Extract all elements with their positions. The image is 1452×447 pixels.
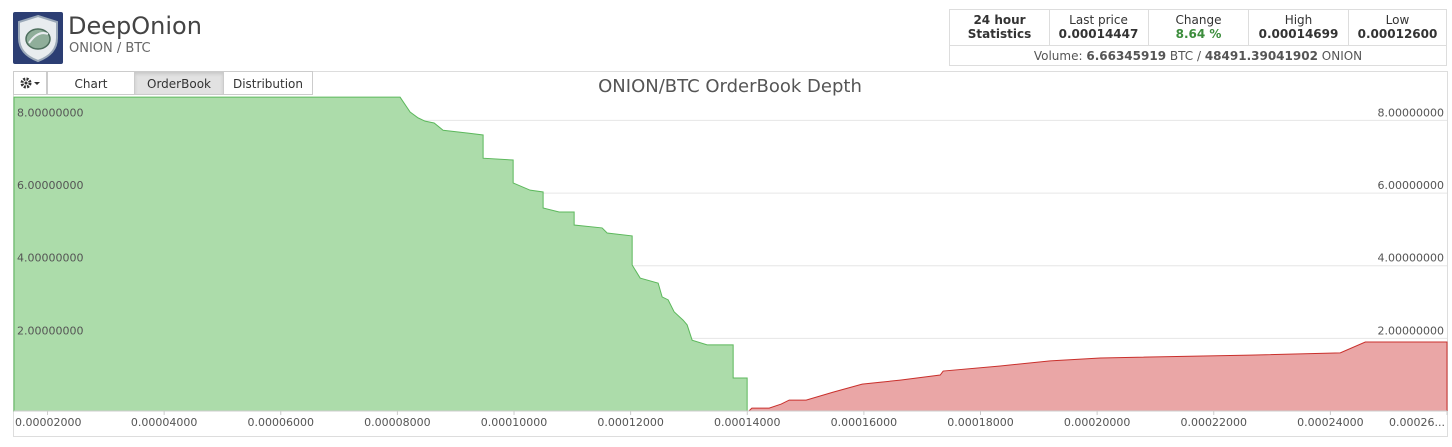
gear-icon — [20, 77, 40, 89]
x-tick-label: 0.00026... — [1389, 416, 1445, 429]
volume-unit: ONION — [1321, 49, 1363, 63]
app-title: DeepOnion — [68, 12, 202, 40]
stat: Low 0.00012600 — [1349, 10, 1446, 45]
depth-area — [13, 96, 748, 412]
stat: Change 8.64 % — [1149, 10, 1249, 45]
tab[interactable]: Chart — [47, 71, 135, 95]
volume-onion: 48491.39041902 — [1204, 49, 1318, 63]
y2-tick-label: 8.00000000 — [1378, 106, 1444, 119]
x-tick-label: 0.00014000 — [714, 416, 780, 429]
tab[interactable]: OrderBook — [134, 71, 224, 95]
stat-value: 0.00014447 — [1058, 27, 1139, 41]
x-tick-label: 0.00016000 — [831, 416, 897, 429]
stat-value: 8.64 % — [1175, 27, 1222, 41]
stat-label: Low — [1385, 13, 1410, 27]
x-tick-label: 0.00004000 — [131, 416, 197, 429]
y-tick-label: 8.00000000 — [17, 106, 83, 119]
stat-label: High — [1284, 13, 1313, 27]
volume-btc: 6.66345919 — [1086, 49, 1167, 63]
y-tick-label: 6.00000000 — [17, 179, 83, 192]
y2-tick-label: 4.00000000 — [1378, 252, 1444, 265]
stat-value: 0.00012600 — [1357, 27, 1438, 41]
heading-line: Statistics — [967, 27, 1032, 41]
stat-label: Change — [1175, 13, 1222, 27]
stat: High 0.00014699 — [1249, 10, 1349, 45]
stats-box: 24 hour Statistics Last price 0.00014447… — [949, 9, 1447, 66]
depth-area — [747, 341, 1448, 412]
stats-heading: 24 hour Statistics — [950, 10, 1050, 45]
x-tick-label: 0.00006000 — [248, 416, 314, 429]
x-tick-label: 0.00022000 — [1181, 416, 1247, 429]
volume-unit: BTC / — [1169, 49, 1201, 63]
volume-label: Volume: — [1033, 49, 1083, 63]
logo — [13, 12, 63, 64]
y-tick-label: 4.00000000 — [17, 252, 83, 265]
y-tick-label: 2.00000000 — [17, 324, 83, 337]
x-tick-label: 0.00002000 — [15, 416, 81, 429]
volume-row: Volume: 6.66345919 BTC / 48491.39041902 … — [950, 45, 1446, 66]
y2-tick-label: 2.00000000 — [1378, 324, 1444, 337]
x-tick-label: 0.00020000 — [1064, 416, 1130, 429]
settings-button[interactable] — [13, 71, 47, 95]
stat: Last price 0.00014447 — [1049, 10, 1149, 45]
tab[interactable]: Distribution — [223, 71, 313, 95]
stat-value: 0.00014699 — [1258, 27, 1339, 41]
pair-label: ONION / BTC — [69, 41, 151, 56]
x-tick-label: 0.00008000 — [364, 416, 430, 429]
x-tick-label: 0.00010000 — [481, 416, 547, 429]
stat-label: Last price — [1069, 13, 1128, 27]
x-tick-label: 0.00018000 — [947, 416, 1013, 429]
x-tick-label: 0.00012000 — [597, 416, 663, 429]
chart-title: ONION/BTC OrderBook Depth — [598, 76, 862, 97]
y2-tick-label: 6.00000000 — [1378, 179, 1444, 192]
x-tick-label: 0.00024000 — [1297, 416, 1363, 429]
heading-line: 24 hour — [973, 13, 1026, 27]
